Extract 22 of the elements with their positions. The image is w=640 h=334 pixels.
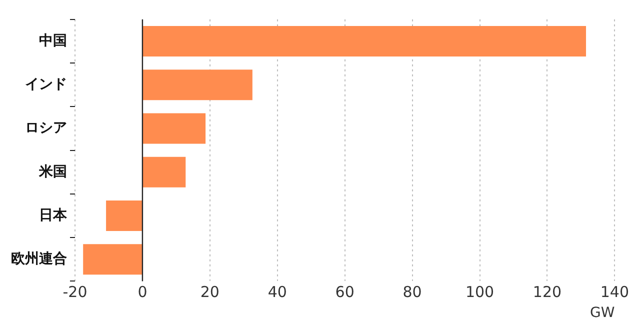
bar (142, 70, 252, 100)
y-tick-label: 日本 (39, 207, 68, 224)
y-tick-label: 欧州連合 (11, 251, 67, 268)
bar (142, 156, 186, 188)
x-tick-label: -20 (62, 283, 88, 302)
y-tick-label: ロシア (25, 120, 67, 136)
x-tick-label: 60 (335, 283, 354, 302)
x-tick-label: 0 (138, 283, 148, 302)
bar (142, 113, 206, 144)
y-tick-label: 中国 (39, 32, 67, 49)
x-tick-label: 40 (268, 283, 287, 302)
x-axis-title: GW (590, 305, 615, 322)
x-tick-label: 120 (532, 283, 562, 302)
y-tick-label: インド (25, 76, 67, 92)
bar (83, 244, 142, 275)
x-tick-label: 100 (465, 283, 494, 302)
x-tick-label: 80 (402, 283, 422, 302)
x-tick-label: 140 (600, 283, 630, 302)
bar (142, 26, 586, 56)
y-tick-label: 米国 (38, 164, 67, 180)
x-tick-label: 20 (200, 283, 220, 302)
bar (106, 200, 142, 232)
